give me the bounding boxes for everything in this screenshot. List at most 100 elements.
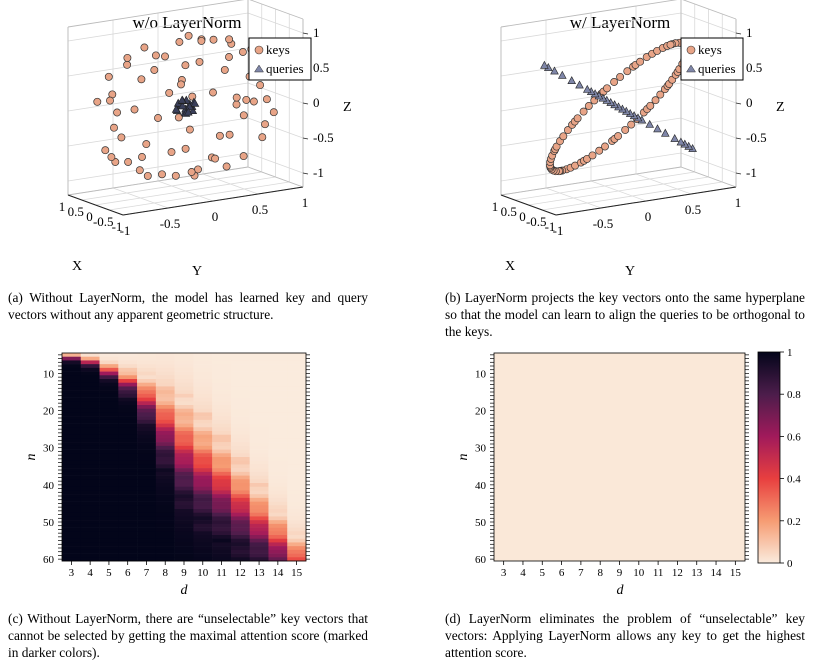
- chart-c-xlabel: d: [181, 583, 189, 598]
- heatmap-c-cell: [193, 375, 213, 380]
- heatmap-c-cell: [212, 512, 232, 517]
- chart-b-ytick-1: -0.5: [593, 216, 614, 231]
- heatmap-c-cell: [137, 371, 157, 376]
- heatmap-c-cell: [155, 416, 175, 421]
- heatmap-c-cell: [137, 353, 157, 358]
- heatmap-c-cell: [99, 460, 119, 465]
- heatmap-c-cell: [118, 542, 138, 547]
- heatmap-c-cell: [193, 371, 213, 376]
- heatmap-c-cell: [155, 475, 175, 480]
- heatmap-c-cell: [268, 464, 288, 469]
- heatmap-c-cell: [212, 549, 232, 554]
- heatmap-c-cell: [287, 379, 307, 384]
- heatmap-c-cell: [80, 371, 100, 376]
- heatmap-c-cell: [62, 397, 82, 402]
- heatmap-c-cell: [137, 538, 157, 543]
- chart-a-key-point: [138, 153, 146, 161]
- heatmap-c-cell: [230, 501, 250, 506]
- chart-a-ytick-3: 0.5: [252, 202, 268, 217]
- heatmap-c-cell: [137, 464, 157, 469]
- heatmap-c-cell: [230, 393, 250, 398]
- chart-a-ytick-4: 1: [302, 195, 309, 210]
- heatmap-c-cell: [155, 412, 175, 417]
- heatmap-c-cell: [137, 379, 157, 384]
- heatmap-c-cell: [99, 516, 119, 521]
- heatmap-c-cell: [287, 538, 307, 543]
- heatmap-c-cell: [62, 371, 82, 376]
- heatmap-c-cell: [193, 416, 213, 421]
- heatmap-c-cell: [137, 516, 157, 521]
- heatmap-c-cell: [99, 520, 119, 525]
- heatmap-c-cell: [80, 509, 100, 514]
- heatmap-c-cell: [193, 520, 213, 525]
- heatmap-c-cell: [174, 353, 194, 358]
- heatmap-c-cell: [249, 531, 269, 536]
- heatmap-c-cell: [118, 434, 138, 439]
- caption-a: (a) Without LayerNorm, the model has lea…: [8, 290, 368, 322]
- heatmap-c-cell: [80, 483, 100, 488]
- heatmap-c-cell: [249, 386, 269, 391]
- chart-b-zlabel: Z: [776, 100, 785, 115]
- heatmap-c-cell: [287, 527, 307, 532]
- heatmap-c-cell: [268, 460, 288, 465]
- heatmap-c-cell: [80, 546, 100, 551]
- chart-a-key-point: [161, 52, 169, 61]
- colorbar-tick-5: 0: [787, 558, 793, 570]
- heatmap-c-cell: [193, 497, 213, 502]
- heatmap-c-cell: [249, 494, 269, 499]
- heatmap-c-cell: [80, 434, 100, 439]
- chart-b-xtick-3: 0.5: [501, 204, 517, 219]
- heatmap-c-cell: [193, 379, 213, 384]
- heatmap-c-cell: [62, 546, 82, 551]
- chart-c-cells: [62, 353, 307, 562]
- heatmap-c-cell: [249, 464, 269, 469]
- heatmap-c-cell: [230, 538, 250, 543]
- heatmap-c-cell: [268, 379, 288, 384]
- heatmap-c-cell: [174, 471, 194, 476]
- heatmap-c-cell: [155, 457, 175, 462]
- heatmap-c-cell: [230, 553, 250, 558]
- heatmap-c-cell: [118, 557, 138, 562]
- heatmap-c-cell: [268, 353, 288, 358]
- heatmap-c-cell: [62, 405, 82, 410]
- heatmap-c-cell: [99, 364, 119, 369]
- heatmap-c-cell: [174, 449, 194, 454]
- heatmap-c-cell: [118, 464, 138, 469]
- chart-a-query-point: [190, 98, 200, 107]
- heatmap-c-cell: [249, 468, 269, 473]
- heatmap-c-cell: [80, 419, 100, 424]
- heatmap-c-cell: [62, 464, 82, 469]
- heatmap-c-cell: [155, 546, 175, 551]
- heatmap-c-cell: [99, 505, 119, 510]
- heatmap-c-cell: [62, 367, 82, 372]
- heatmap-c-cell: [155, 531, 175, 536]
- heatmap-c-cell: [212, 405, 232, 410]
- chart-a-query-point: [188, 106, 198, 114]
- heatmap-c-cell: [62, 393, 82, 398]
- heatmap-c-cell: [99, 468, 119, 473]
- chart-b-ytick-4: 1: [735, 195, 742, 210]
- xtick-14: 14: [711, 567, 723, 579]
- chart-b-key-point: [583, 154, 591, 163]
- heatmap-c-cell: [174, 497, 194, 502]
- heatmap-c-cell: [249, 364, 269, 369]
- heatmap-c-cell: [118, 367, 138, 372]
- heatmap-c-cell: [193, 486, 213, 491]
- heatmap-c-cell: [212, 423, 232, 428]
- heatmap-c-cell: [62, 431, 82, 436]
- heatmap-c-cell: [80, 386, 100, 391]
- heatmap-c-cell: [174, 479, 194, 484]
- heatmap-c-cell: [193, 557, 213, 562]
- heatmap-c-cell: [118, 505, 138, 510]
- heatmap-c-cell: [230, 520, 250, 525]
- heatmap-c-cell: [99, 490, 119, 495]
- chart-b-xtick-2: 0: [519, 209, 526, 224]
- heatmap-c-cell: [62, 505, 82, 510]
- chart-b-ytick-3: 0.5: [685, 202, 701, 217]
- heatmap-c-cell: [268, 390, 288, 395]
- heatmap-c-cell: [155, 353, 175, 358]
- heatmap-c-cell: [155, 390, 175, 395]
- colorbar-ticks: 1 0.8 0.6 0.4 0.2 0: [780, 347, 801, 570]
- heatmap-c-cell: [268, 468, 288, 473]
- heatmap-c-cell: [118, 490, 138, 495]
